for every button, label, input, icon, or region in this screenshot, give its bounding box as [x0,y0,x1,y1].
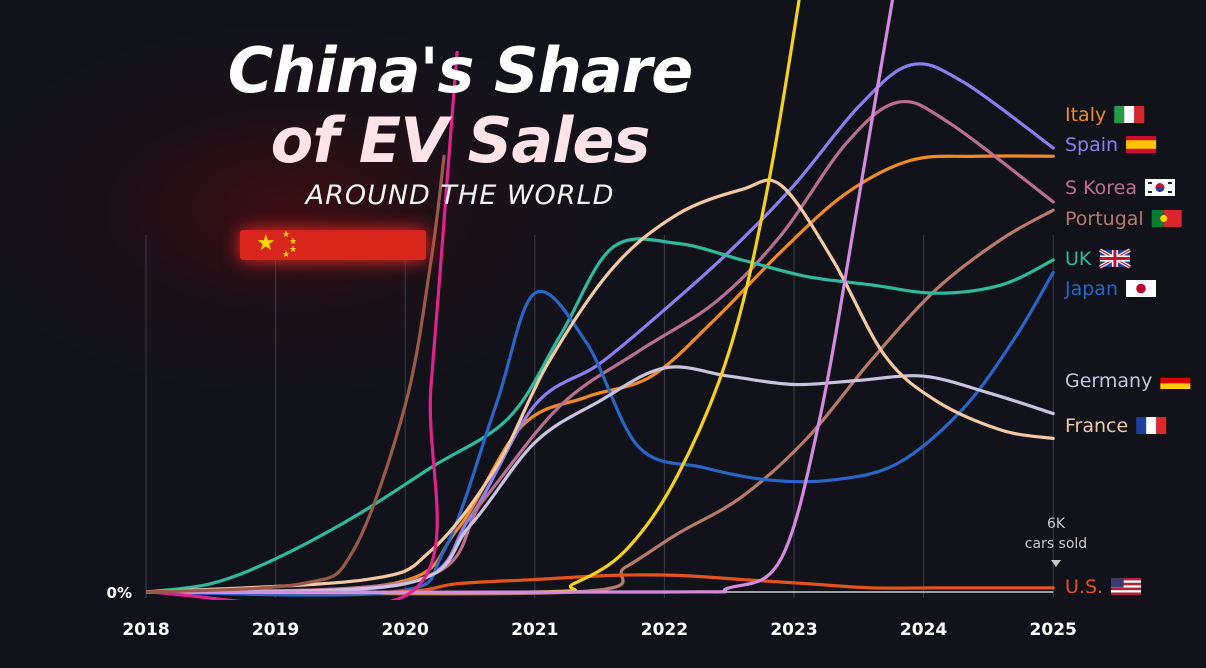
series-line-japan [146,270,1055,597]
spain-flag-icon [1126,136,1157,153]
series-line-germany [146,365,1055,594]
series-line-france [146,178,1055,594]
chart-subtitle: AROUND THE WORLD [305,180,615,211]
italy-flag-icon [1114,106,1145,123]
legend-label-italy: Italy [1065,104,1106,126]
x-tick-2018: 2018 [122,620,169,640]
x-tick-2025: 2025 [1030,620,1077,640]
series-line-unlabeled-12 [146,154,446,594]
annotation-arrow-icon [1051,560,1061,567]
chart-title-line2: of EV Sales [270,104,651,177]
legend-label-germany: Germany [1065,370,1152,392]
germany-flag-icon [1160,372,1191,389]
x-tick-2021: 2021 [511,620,558,640]
x-tick-2024: 2024 [900,620,947,640]
us-flag-icon [1111,578,1142,595]
series-line-unlabeled-10 [146,0,894,594]
x-tick-2023: 2023 [770,620,817,640]
legend-label-u-s: U.S. [1065,576,1103,598]
x-tick-2022: 2022 [641,620,688,640]
china-flag-icon: ★ ★ ★ ★ ★ [240,230,426,260]
france-flag-icon [1136,417,1167,434]
annotation-line1: 6K [1047,516,1066,532]
chart-title-line1: China's Share [227,34,694,107]
portugal-flag-icon [1151,210,1182,227]
legend-label-france: France [1065,415,1128,437]
uk-flag-icon [1099,248,1131,269]
x-tick-2020: 2020 [382,620,429,640]
legend-label-portugal: Portugal [1065,208,1144,230]
japan-flag-icon [1126,280,1156,297]
korea-flag-icon [1144,179,1175,196]
series-line-u-s [146,573,1055,595]
legend-label-japan: Japan [1064,278,1118,300]
legend-label-s-korea: S Korea [1065,177,1137,199]
x-tick-2019: 2019 [252,620,299,640]
series-line-unlabeled-11 [146,50,459,600]
annotation-line2: cars sold [1025,536,1087,552]
legend-label-uk: UK [1065,248,1092,270]
series-line-uk [146,237,1055,594]
y-tick-0: 0% [107,584,132,602]
legend-label-spain: Spain [1065,134,1118,156]
